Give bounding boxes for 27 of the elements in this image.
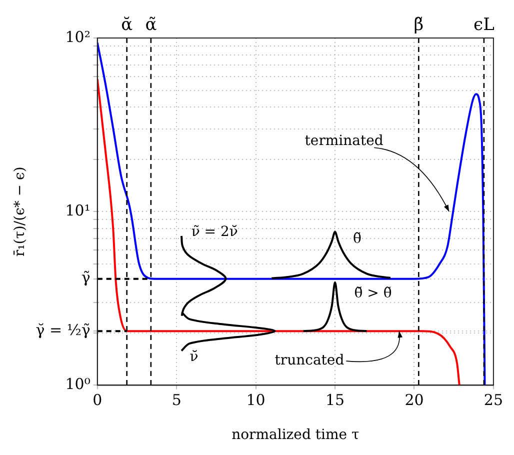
- line-series: [270, 230, 392, 280]
- y-tick-label: 10¹: [65, 201, 90, 220]
- ref-line-label: ϵL: [474, 14, 494, 35]
- y-tick-label: 10⁰: [65, 375, 90, 394]
- x-tick-label: 0: [92, 391, 102, 410]
- ref-line-label: α̃: [145, 14, 158, 35]
- y-axis-title: r̄₁(τ)/(ϵ* − ϵ): [12, 166, 28, 257]
- ref-line-label: ᾰ: [121, 14, 134, 35]
- annotation: terminated: [304, 133, 384, 150]
- x-axis-title: normalized time τ: [232, 427, 360, 444]
- x-tick-label: 25: [484, 391, 504, 410]
- annotation: ν̃ = 2ν̆: [191, 224, 238, 240]
- ref-line-label: β̃: [414, 14, 424, 35]
- line-series: [97, 78, 460, 386]
- y-tick-label: 10²: [65, 28, 90, 46]
- y-tick-label: γ̆ = ½γ̃: [36, 320, 90, 339]
- x-tick-label: 20: [404, 391, 424, 410]
- x-tick-label: 15: [325, 391, 345, 410]
- annotation: ν̆: [190, 348, 198, 365]
- annotation: θ̃: [352, 231, 362, 248]
- annotation: θ̆ > θ̃: [354, 286, 392, 302]
- y-tick-label: γ̃: [81, 268, 90, 287]
- annotation: truncated: [274, 352, 344, 369]
- x-tick-label: 5: [172, 391, 182, 410]
- line-series: [97, 42, 486, 386]
- line-series: [302, 281, 368, 332]
- x-tick-label: 10: [246, 391, 266, 410]
